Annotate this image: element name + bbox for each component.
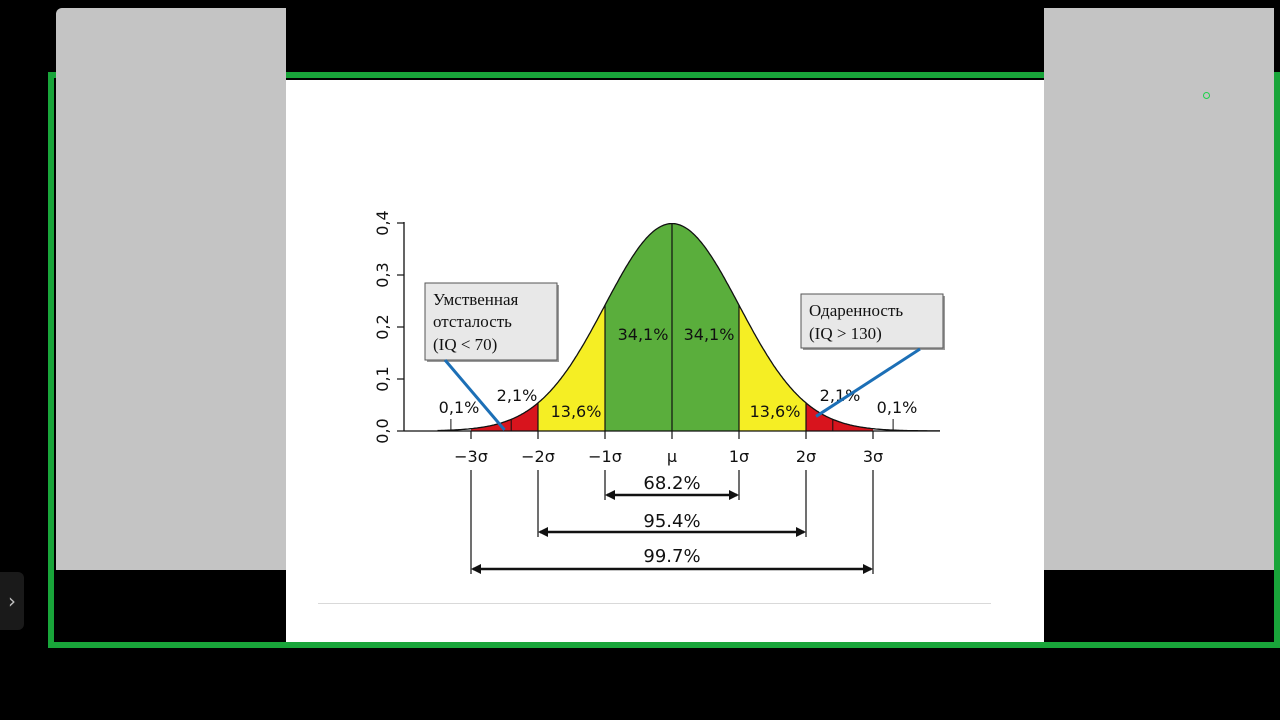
chevron-right-icon: › [8, 589, 16, 613]
x-tick-label-1: −2σ [521, 447, 555, 466]
y-tick-label-2: 0,2 [373, 314, 392, 339]
x-tick-label-0: −3σ [454, 447, 488, 466]
callout-text-1-1: (IQ > 130) [809, 324, 882, 343]
y-tick-label-1: 0,1 [373, 366, 392, 391]
slide-divider [318, 603, 991, 604]
region-label-1: 34,1% [684, 325, 735, 344]
callout-text-0-1: отсталость [433, 312, 512, 331]
callout-box-1 [800, 293, 944, 349]
expand-panel-button[interactable]: › [0, 572, 24, 630]
x-tick-label-4: 1σ [729, 447, 749, 466]
span-arrowhead-right-1 [796, 527, 806, 537]
density-curve [437, 222, 940, 432]
span-arrowhead-left-2 [471, 564, 481, 574]
right-letterbox [1044, 8, 1274, 570]
region-label-2: 13,6% [551, 402, 602, 421]
span-arrowhead-right-0 [729, 490, 739, 500]
span-arrowhead-left-1 [538, 527, 548, 537]
region-label-7: 0,1% [877, 398, 918, 417]
region-label-6: 0,1% [439, 398, 480, 417]
region-label-5: 2,1% [820, 386, 861, 405]
left-letterbox [56, 8, 286, 570]
callout-text-1-0: Одаренность [809, 301, 903, 320]
callout-box-0 [424, 282, 558, 361]
y-tick-label-4: 0,4 [373, 210, 392, 235]
x-tick-label-2: −1σ [588, 447, 622, 466]
span-label-1: 95.4% [643, 511, 700, 532]
x-tick-label-3: μ [667, 447, 677, 466]
region-label-0: 34,1% [618, 325, 669, 344]
y-tick-label-0: 0,0 [373, 418, 392, 443]
span-label-2: 99.7% [643, 546, 700, 567]
x-tick-label-5: 2σ [796, 447, 816, 466]
region-fill-4 [471, 402, 538, 431]
span-arrowhead-left-0 [605, 490, 615, 500]
callout-text-0-2: (IQ < 70) [433, 335, 497, 354]
region-label-4: 2,1% [497, 386, 538, 405]
callout-arrow-1 [815, 347, 921, 418]
region-label-3: 13,6% [750, 402, 801, 421]
span-arrowhead-right-2 [863, 564, 873, 574]
status-dot-icon [1203, 92, 1210, 99]
region-fill-5 [806, 402, 873, 431]
span-label-0: 68.2% [643, 473, 700, 494]
x-tick-label-6: 3σ [863, 447, 883, 466]
callout-text-0-0: Умственная [433, 290, 518, 309]
callout-arrow-0 [443, 359, 506, 431]
y-tick-label-3: 0,3 [373, 262, 392, 287]
